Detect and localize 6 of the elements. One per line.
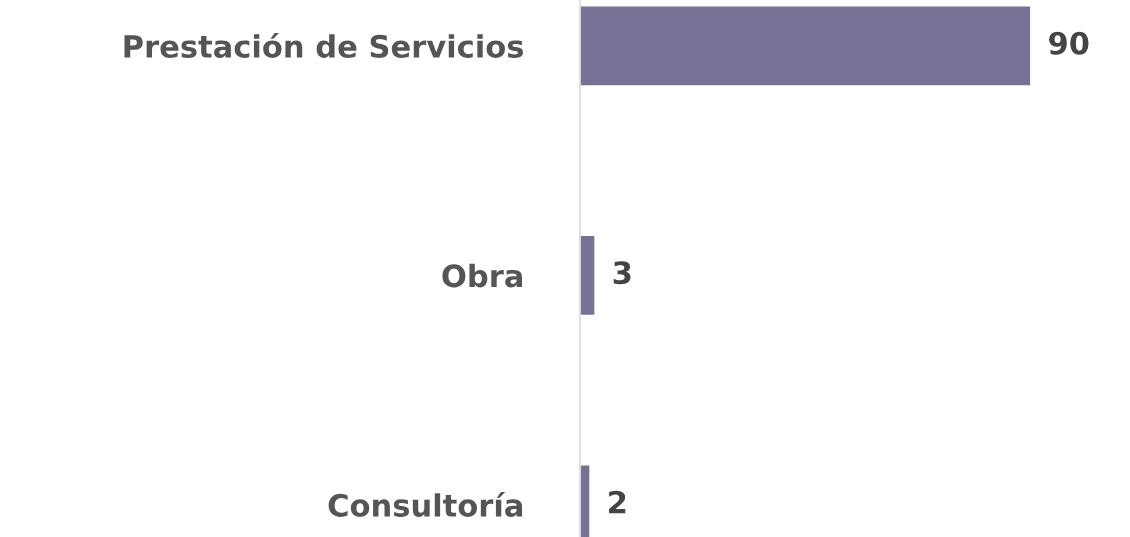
- data-label: 90: [1049, 31, 1089, 55]
- data-label: 3: [613, 261, 631, 285]
- data-label: 2: [609, 490, 626, 514]
- y-tick-label: Prestación de Servicios: [124, 33, 523, 58]
- y-tick-label: Obra: [442, 263, 523, 288]
- y-tick-label: Consultoría: [328, 492, 523, 517]
